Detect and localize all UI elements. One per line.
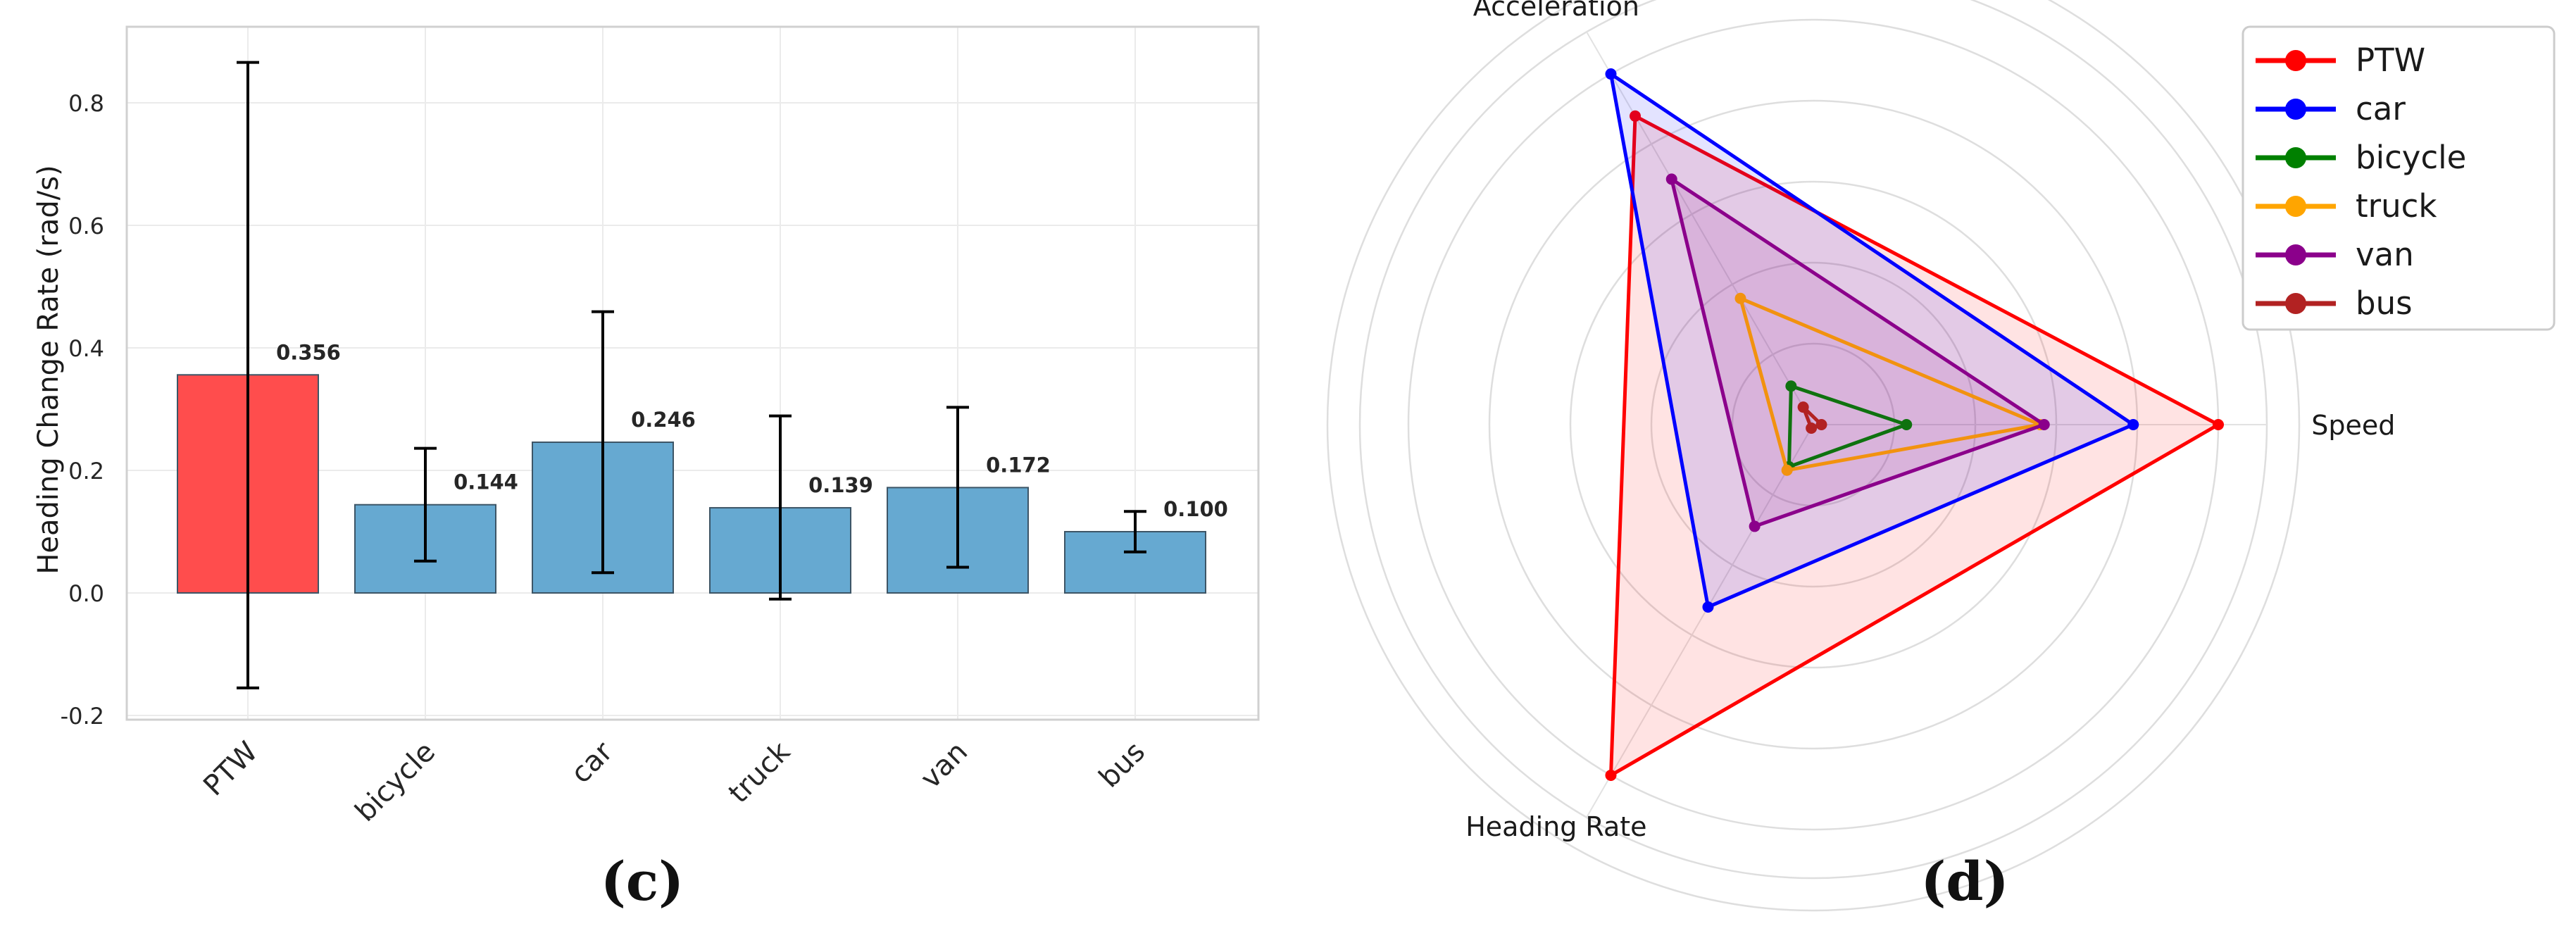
legend-marker-bus <box>2285 293 2306 314</box>
x-tick-label: van <box>915 736 975 796</box>
panel-label-d: (d) <box>1920 850 2008 913</box>
x-tick-label: car <box>565 735 619 789</box>
radar-spoke <box>1586 424 1814 818</box>
radar-point-van <box>1665 173 1677 185</box>
x-tick-label: bus <box>1093 736 1151 794</box>
radar-spoke <box>1586 31 1814 425</box>
radar-point-van <box>1749 520 1761 532</box>
radar-point-PTW <box>2213 419 2224 430</box>
legend-label-van: van <box>2356 236 2414 273</box>
value-label: 0.139 <box>808 473 873 497</box>
value-label: 0.246 <box>631 408 696 432</box>
value-label: 0.100 <box>1163 497 1228 521</box>
radar-point-bus <box>1806 422 1818 434</box>
y-tick-label: 0.2 <box>68 458 104 484</box>
x-tick-label: truck <box>723 735 797 810</box>
x-tick-label: PTW <box>197 736 264 803</box>
radar-point-car <box>1702 601 1714 613</box>
y-tick-label: -0.2 <box>61 703 104 730</box>
radar-point-bus <box>1815 419 1827 430</box>
radar-point-bus <box>1797 401 1809 413</box>
y-axis-label: Heading Change Rate (rad/s) <box>32 165 65 574</box>
y-tick-label: 0.6 <box>68 213 104 239</box>
radar-axis-label: Speed <box>2311 410 2395 441</box>
legend-marker-car <box>2285 99 2306 120</box>
legend-marker-bicycle <box>2285 147 2306 168</box>
legend-marker-van <box>2285 244 2306 265</box>
legend-label-PTW: PTW <box>2356 42 2425 79</box>
radar-axis-label: Heading Rate <box>1465 811 1646 842</box>
radar-point-truck <box>1734 292 1746 304</box>
plot-frame <box>125 25 1260 721</box>
radial-gridline <box>1326 0 2301 912</box>
y-tick-label: 0.0 <box>68 580 104 607</box>
x-tick-label: bicycle <box>349 736 442 828</box>
radar-point-truck <box>1781 464 1793 476</box>
legend-marker-PTW <box>2285 50 2306 71</box>
value-label: 0.172 <box>986 453 1051 477</box>
legend-label-car: car <box>2356 90 2406 127</box>
radar-point-PTW <box>1605 769 1617 781</box>
radar-series-truck <box>1739 296 2042 473</box>
bar-chart-panel: -0.2 0.0 0.2 0.4 0.6 0.8 0.356 0.144 0.246 0.139 0… <box>32 25 1260 828</box>
y-tick-label: 0.4 <box>68 335 104 362</box>
radar-axis-label: Acceleration <box>1473 0 1639 22</box>
legend-marker-truck <box>2285 196 2306 217</box>
legend-label-truck: truck <box>2356 187 2437 225</box>
panel-label-c: (c) <box>601 850 684 913</box>
radar-point-van <box>2038 419 2050 430</box>
radar-series-van <box>1670 177 2046 528</box>
radar-series-bicycle <box>1787 384 1908 469</box>
value-label: 0.144 <box>454 470 518 494</box>
radar-point-car <box>2127 419 2139 430</box>
legend-label-bicycle: bicycle <box>2356 139 2466 176</box>
legend-label-bus: bus <box>2356 284 2413 322</box>
plot-area <box>127 27 1258 720</box>
radar-point-bicycle <box>1785 380 1797 392</box>
value-label: 0.356 <box>276 340 341 364</box>
radar-point-PTW <box>1630 110 1641 122</box>
radar-point-car <box>1605 68 1617 80</box>
y-tick-label: 0.8 <box>68 90 104 117</box>
radar-point-bicycle <box>1901 419 1913 430</box>
radar-chart-panel: Speed Acceleration Heading Rate PTW car bicyc… <box>1326 0 2556 912</box>
legend: PTW car bicycle truck van bus <box>2242 25 2556 331</box>
